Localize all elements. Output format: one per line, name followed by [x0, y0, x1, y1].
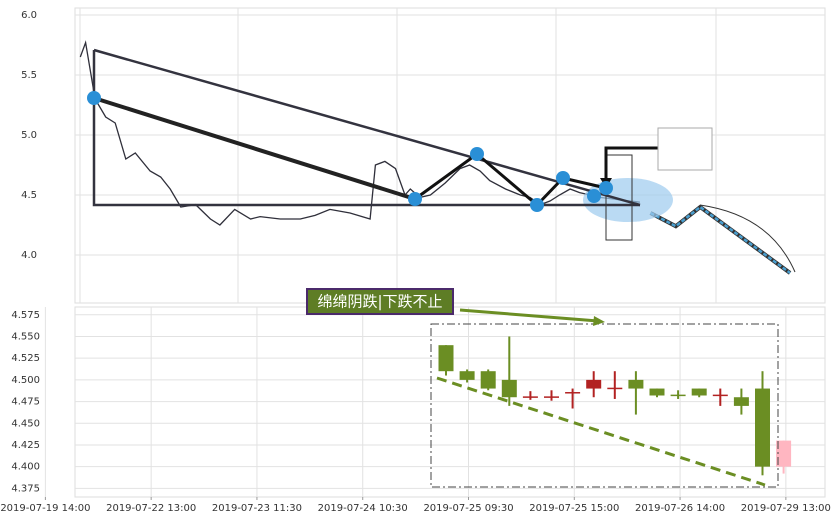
y-tick-label: 6.0: [21, 10, 37, 21]
y-tick-label: 4.500: [11, 375, 40, 386]
candle-body: [755, 388, 770, 467]
candle-body: [544, 396, 559, 398]
candle-body: [712, 394, 728, 397]
candle-body: [733, 397, 749, 406]
arrow-head: [593, 316, 605, 326]
price-line: [79, 40, 640, 226]
x-tick-label: 2019-07-26 14:00: [635, 503, 725, 514]
x-tick-label: 2019-07-25 09:30: [423, 503, 513, 514]
candle-body: [459, 371, 475, 380]
thumbnail: [657, 127, 713, 171]
candle-body: [480, 371, 496, 389]
y-tick-label: 4.425: [11, 440, 40, 451]
y-tick-label: 4.450: [11, 418, 40, 429]
candle-body: [586, 379, 602, 389]
trend-line: [93, 96, 416, 201]
y-tick-label: 5.5: [21, 70, 37, 81]
x-tick-label: 2019-07-22 13:00: [106, 503, 196, 514]
arrow: [604, 146, 658, 180]
top-vgrid: [79, 8, 717, 303]
x-tick-label: 2019-07-19 14:00: [0, 503, 90, 514]
arrow: [459, 308, 599, 323]
curve: [699, 204, 796, 273]
candle-body: [670, 394, 686, 397]
candle-body: [649, 388, 665, 396]
projection-line: [649, 205, 791, 275]
x-tick-label: 2019-07-29 13:00: [741, 503, 831, 514]
candle-body: [438, 345, 454, 372]
drawings: [87, 48, 796, 488]
candle-body: [607, 387, 623, 390]
y-tick-label: 4.550: [11, 331, 40, 342]
points: [87, 91, 613, 212]
y-tick-label: 4.525: [11, 353, 40, 364]
y-tick-label: 4.375: [11, 483, 40, 494]
x-tick-label: 2019-07-25 15:00: [529, 503, 619, 514]
y-tick-label: 4.400: [11, 462, 40, 473]
candle-body: [776, 440, 792, 467]
box: [605, 154, 633, 241]
candle-body: [628, 379, 644, 389]
annotation: 绵绵阴跌|下跌不止: [317, 293, 442, 311]
x-tick-label: 2019-07-23 11:30: [212, 503, 302, 514]
y-tick-label: 5.0: [21, 130, 37, 141]
candle-body: [501, 379, 517, 398]
y-tick-label: 4.575: [11, 310, 40, 321]
trend-dashed: [436, 376, 766, 487]
candle-body: [522, 396, 538, 398]
dash-box: [430, 323, 779, 488]
trend-line: [93, 48, 641, 207]
y-tick-label: 4.475: [11, 397, 40, 408]
annotation-box: [306, 288, 454, 315]
candle-body: [691, 388, 707, 396]
x-tick-label: 2019-07-24 10:30: [318, 503, 408, 514]
candle-body: [565, 392, 581, 394]
y-tick-label: 4.5: [21, 190, 37, 201]
y-tick-label: 4.0: [21, 250, 37, 261]
data-layer: [79, 40, 792, 476]
